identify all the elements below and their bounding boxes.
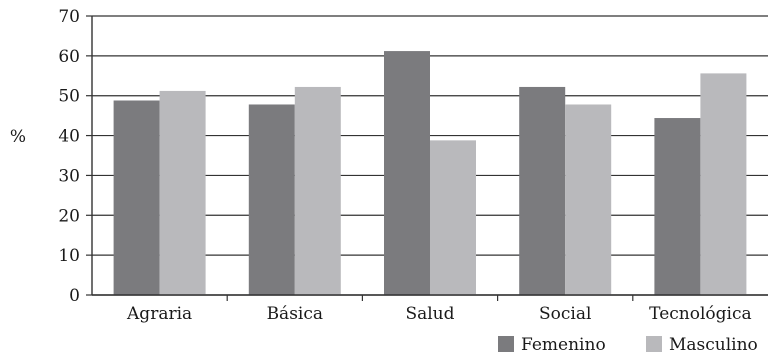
bar-masculino [430,140,476,295]
axes [86,15,768,301]
bar-femenino [248,104,295,296]
legend-swatch-femenino [498,336,514,352]
bar-femenino [384,51,430,296]
bars [113,51,747,296]
y-tick-labels: 0 10 20 30 40 50 60 70 [58,7,80,306]
y-tick-label: 0 [69,286,80,306]
y-axis-title: % [10,127,26,147]
y-tick-label: 60 [58,47,80,67]
x-tick-labels: Agraria Básica Salud Social Tecnológica [126,304,752,324]
bar-masculino [565,104,612,296]
legend: Femenino Masculino [498,335,758,355]
legend-label-femenino: Femenino [521,335,606,355]
legend-swatch-masculino [646,336,662,352]
x-tick-label: Básica [267,304,323,324]
y-tick-label: 10 [58,246,80,266]
x-tick-label: Social [539,304,591,324]
y-tick-label: 50 [58,87,80,107]
bar-femenino [654,118,701,295]
y-tick-label: 70 [58,7,80,27]
bar-femenino [113,100,160,295]
bar-masculino [159,90,206,295]
bar-masculino [294,86,341,296]
x-tick-label: Tecnológica [649,304,751,324]
bar-femenino [519,86,566,296]
bar-masculino [700,73,747,295]
y-tick-label: 40 [58,127,80,147]
x-tick-label: Salud [405,304,454,324]
y-tick-label: 30 [58,166,80,186]
x-tick-label: Agraria [126,304,192,324]
y-tick-label: 20 [58,206,80,226]
legend-label-masculino: Masculino [669,335,758,355]
